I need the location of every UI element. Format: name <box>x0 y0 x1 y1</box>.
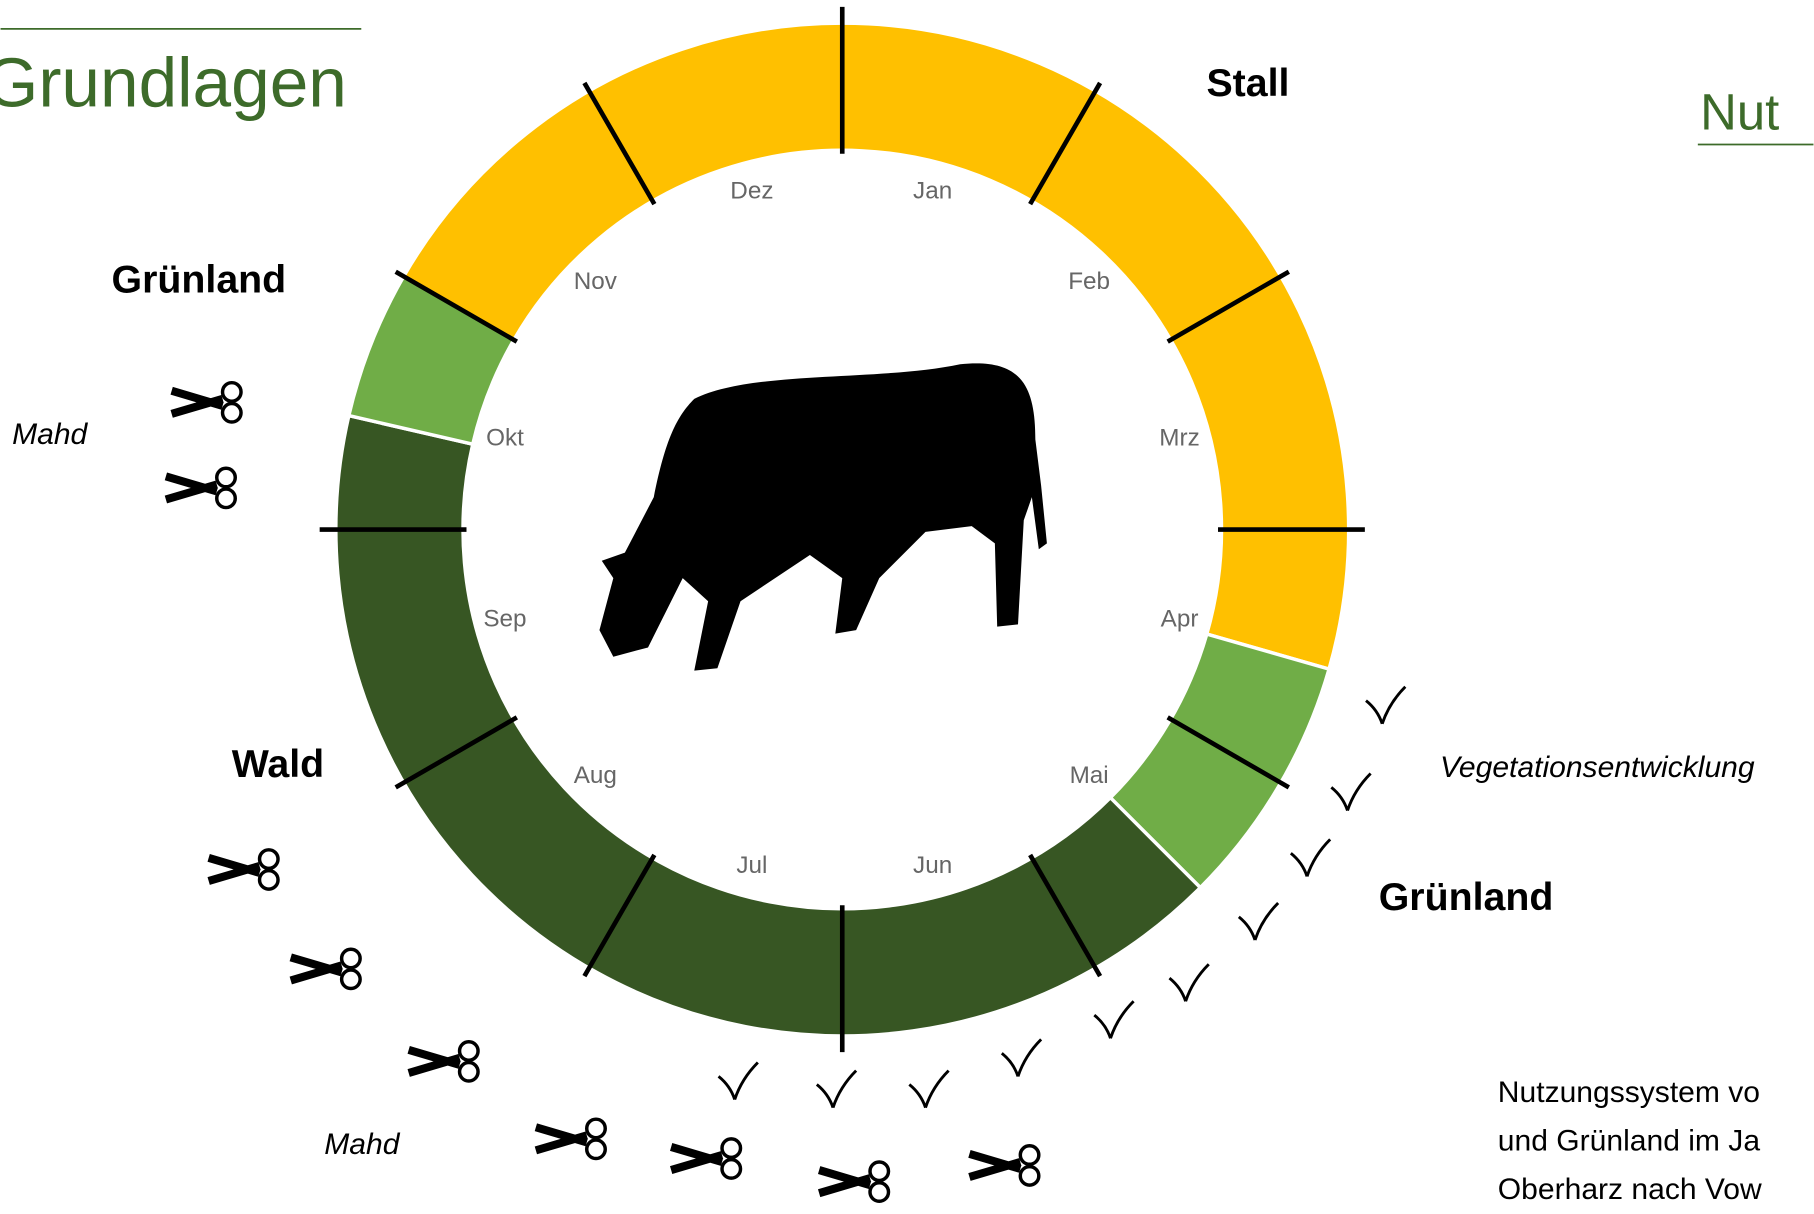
sprout-icon <box>1169 964 1208 1001</box>
scissors-icon <box>291 949 360 988</box>
scissors-loop <box>342 970 360 988</box>
sprout-icon <box>1002 1039 1041 1076</box>
scissors-loop <box>1020 1146 1038 1164</box>
scissors-loop <box>722 1139 740 1157</box>
slide: Grundlagen Nut Jan Feb Mrz Apr Mai Jun Jul Aug S… <box>0 0 1814 1214</box>
month-label: Apr <box>1161 605 1199 632</box>
scissors-icon <box>536 1119 605 1158</box>
scissors-loop <box>260 871 278 889</box>
label-mahd: Mahd <box>324 1128 400 1161</box>
sprout-icon <box>1239 903 1278 940</box>
month-label: Sep <box>483 605 526 632</box>
page: Grundlagen Nut Jan Feb Mrz Apr Mai Jun Jul Aug S… <box>0 0 1814 1214</box>
scissors-loop <box>870 1183 888 1201</box>
scissors-blade <box>409 1050 460 1073</box>
scissors-loop <box>460 1042 478 1060</box>
scissors-loop <box>223 404 241 422</box>
sprout-icon <box>719 1063 758 1100</box>
month-label: Jan <box>913 178 952 205</box>
sprout-icon <box>1331 773 1370 810</box>
slide-title: Grundlagen <box>0 43 347 121</box>
right-title: Nut <box>1700 83 1779 140</box>
label-wald: Wald <box>232 742 324 786</box>
scissors-icon <box>209 850 278 889</box>
scissors-loop <box>1020 1167 1038 1185</box>
sprout-icon <box>1291 839 1330 876</box>
month-label: Jul <box>736 852 767 879</box>
cow-silhouette <box>599 363 1046 670</box>
scissors-loop <box>722 1160 740 1178</box>
month-label: Dez <box>730 178 773 205</box>
month-label: Aug <box>574 762 617 789</box>
scissors-loop <box>870 1162 888 1180</box>
scissors-blade <box>819 1170 870 1193</box>
scissors-loop <box>460 1063 478 1081</box>
month-label: Mrz <box>1159 425 1199 452</box>
month-label: Feb <box>1068 268 1110 295</box>
scissors-blade <box>671 1147 722 1170</box>
month-label: Mai <box>1070 762 1109 789</box>
scissors-icon <box>409 1042 478 1081</box>
scissors-loop <box>587 1119 605 1137</box>
label-gruenland: Grünland <box>1379 875 1554 919</box>
scissors-blade <box>536 1127 587 1150</box>
scissors-blade <box>969 1154 1020 1177</box>
sprout-icon <box>1366 687 1405 724</box>
scissors-blade <box>291 957 342 980</box>
scissors-blade <box>172 391 223 414</box>
label-stall: Stall <box>1206 61 1289 105</box>
scissors-loop <box>223 383 241 401</box>
scissors-loop <box>342 949 360 967</box>
scissors-loop <box>260 850 278 868</box>
label-mahd: Mahd <box>12 418 88 451</box>
month-label: Okt <box>486 425 524 452</box>
scissors-icon <box>172 383 241 422</box>
caption-line: und Grünland im Ja <box>1498 1124 1761 1157</box>
month-label: Nov <box>574 268 618 295</box>
scissors-blade <box>166 476 217 499</box>
caption-line: Nutzungssystem vo <box>1498 1076 1760 1109</box>
scissors-icon <box>166 468 235 507</box>
scissors-loop <box>587 1140 605 1158</box>
label-vegetation: Vegetationsentwicklung <box>1440 751 1755 784</box>
sprout-icon <box>1094 1001 1133 1038</box>
label-gruenland: Grünland <box>112 258 287 302</box>
month-label: Jun <box>913 852 952 879</box>
scissors-icon <box>969 1146 1038 1185</box>
scissors-icon <box>819 1162 888 1201</box>
sprout-icon <box>817 1071 856 1108</box>
scissors-icon <box>671 1139 740 1178</box>
caption-line: Oberharz nach Vow <box>1498 1173 1762 1206</box>
scissors-loop <box>217 489 235 507</box>
scissors-loop <box>217 468 235 486</box>
scissors-blade <box>209 858 260 881</box>
sprout-icon <box>909 1071 948 1108</box>
